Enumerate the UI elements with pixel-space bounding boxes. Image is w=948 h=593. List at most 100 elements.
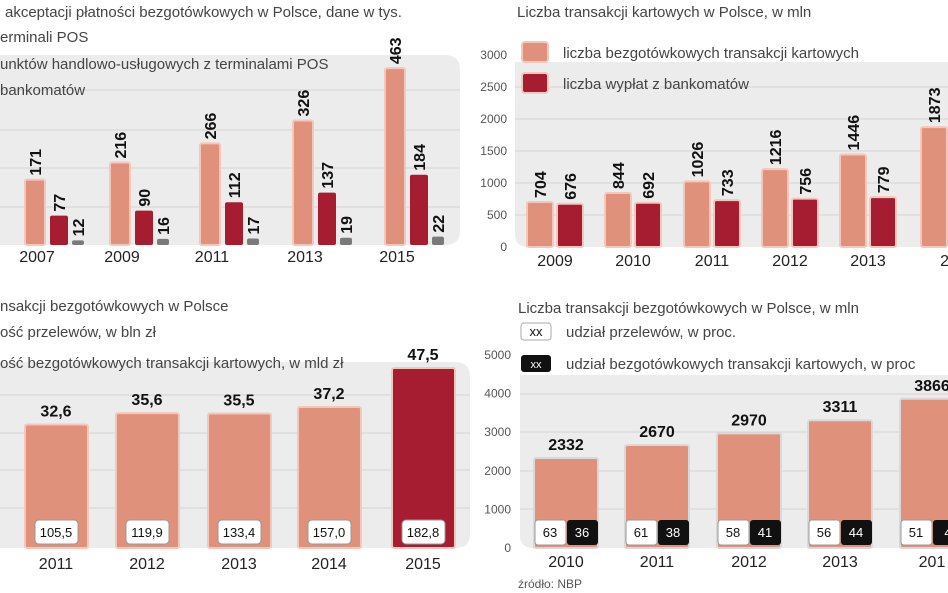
chart-2-legend-swatch-1 (521, 41, 549, 63)
data-label: 2332 (548, 437, 584, 454)
x-tick-label: 2015 (405, 556, 441, 573)
bar-light-2009 (109, 161, 131, 247)
transfer-value-box (217, 519, 262, 545)
data-label: 266 (203, 113, 220, 140)
x-tick-label: 2011 (39, 556, 74, 573)
transfer-share: 61 (634, 525, 648, 540)
transfer-share: 56 (817, 525, 831, 540)
y-tick-label: 0 (504, 541, 511, 555)
y-tick-label: 1000 (480, 176, 507, 190)
bar-2011 (24, 423, 89, 550)
chart-2-legend-swatch-2 (521, 72, 549, 94)
data-label: 19 (339, 216, 356, 234)
bar-light-2009 (526, 200, 554, 248)
chart-2: Liczba transakcji kartowych w Polsce, w … (480, 4, 948, 270)
bar-light-2013 (292, 119, 314, 246)
bar-gray-2009 (157, 238, 169, 245)
data-label: 3866 (914, 378, 948, 395)
x-tick-label: 2013 (221, 556, 257, 573)
bar-gray-2013 (340, 237, 352, 245)
bar-dark-2011 (225, 202, 243, 245)
bar-dark-2015 (410, 174, 428, 245)
data-label: 2670 (639, 424, 675, 441)
data-label: 22 (431, 215, 448, 233)
card-share: 38 (666, 525, 680, 540)
data-label: 1873 (927, 87, 944, 123)
y-tick-label: 0 (500, 240, 507, 254)
transfer-value-box (307, 519, 352, 545)
transfer-share-box (717, 519, 750, 546)
y-tick-label: 2000 (480, 112, 507, 126)
x-tick-label: 2014 (311, 556, 347, 573)
bar-light-2011 (199, 142, 221, 246)
data-label: 37,2 (313, 386, 344, 403)
bar-gray-2007 (72, 240, 84, 245)
data-label: 171 (28, 149, 45, 176)
x-tick-label: 2013 (850, 253, 886, 270)
card-share: 41 (758, 525, 772, 540)
card-share: 4 (944, 525, 948, 540)
chart-1-legend-2: unktów handlowo-usługowych z terminalami… (0, 56, 328, 73)
chart-3-legend-1: ość przelewów, w bln zł (0, 324, 157, 341)
transfer-value: 105,5 (40, 525, 73, 540)
card-share-box (567, 520, 598, 545)
y-tick-label: 2000 (484, 464, 511, 478)
x-tick-label: 2013 (822, 554, 858, 571)
y-tick-label: 500 (487, 208, 507, 222)
chart-4-legend-1: udział przelewów, w proc. (566, 324, 736, 341)
card-share-box (933, 520, 948, 545)
bar-dark-2013 (869, 196, 897, 248)
data-label: 77 (52, 194, 69, 212)
data-label: 32,6 (40, 403, 71, 420)
transfer-share-box (534, 519, 567, 546)
data-label: 1026 (690, 142, 707, 178)
chart-2-legend-2: liczba wypłat z bankomatów (563, 76, 749, 93)
bar-light-2011 (683, 180, 711, 248)
x-tick-label: 2009 (537, 253, 573, 270)
bar-2013 (207, 412, 272, 550)
chart-2-legend-1: liczba bezgotówkowych transakcji kartowy… (563, 45, 859, 62)
bar-light-2007 (24, 178, 46, 246)
bar-2014 (297, 406, 362, 549)
bar-2012 (716, 432, 782, 549)
data-label: 35,5 (223, 392, 254, 409)
data-label: 676 (563, 173, 580, 200)
data-label: 463 (388, 37, 405, 64)
transfer-share-box (625, 519, 658, 546)
data-label: 733 (720, 169, 737, 196)
card-share: 44 (849, 525, 863, 540)
chart-4-legend-box-1 (520, 322, 552, 341)
chart-3: nsakcji bezgotówkowych w Polsce ość prze… (0, 298, 470, 573)
x-tick-label: 20 (940, 253, 948, 270)
data-label: 844 (611, 162, 628, 189)
data-label: 16 (156, 217, 173, 235)
source-note: źródło: NBP (518, 577, 582, 591)
transfer-share: 58 (726, 525, 740, 540)
y-tick-label: 3000 (484, 425, 511, 439)
bar-light-2010 (604, 191, 632, 248)
data-label: 112 (227, 172, 244, 198)
data-label: 2970 (731, 412, 767, 429)
transfer-share: 51 (909, 525, 923, 540)
transfer-value-box (34, 519, 79, 545)
chart-4-legend-box-2 (521, 355, 551, 372)
transfer-share-box (808, 519, 841, 546)
data-label: 779 (876, 166, 893, 193)
chart-2-title: Liczba transakcji kartowych w Polsce, w … (517, 4, 811, 21)
chart-1-legend-1: erminali POS (0, 29, 88, 46)
data-label: 756 (798, 168, 815, 195)
x-tick-label: 2011 (640, 554, 675, 571)
x-tick-label: 201 (919, 554, 946, 571)
chart-1: akceptacji płatności bezgotówkowych w Po… (0, 4, 460, 266)
data-label: 47,5 (407, 347, 438, 364)
transfer-share: 63 (543, 525, 557, 540)
bar-light-2015 (384, 67, 406, 246)
y-tick-label: 5000 (484, 348, 511, 362)
data-label: 12 (71, 219, 88, 237)
chart-4-title: Liczba transakcji bezgotówkowych w Polsc… (518, 300, 859, 317)
x-tick-label: 2012 (772, 253, 808, 270)
x-tick-label: 2010 (615, 253, 651, 270)
data-label: 90 (137, 189, 154, 207)
x-tick-label: 2013 (287, 249, 323, 266)
